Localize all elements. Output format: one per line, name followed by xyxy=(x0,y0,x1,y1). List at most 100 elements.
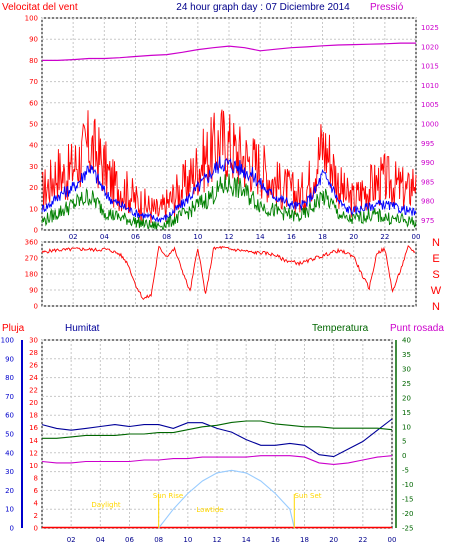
bottom-x-tick-label: 18 xyxy=(300,536,309,544)
wind-tick-label: 0 xyxy=(34,227,38,235)
wind-left-ticks: 0 10 20 30 40 50 60 70 80 90 100 xyxy=(25,15,38,235)
bottom-x-tick-label: 12 xyxy=(213,536,222,544)
wind-x-tick-label: 22 xyxy=(380,233,389,241)
pressure-tick-label: 980 xyxy=(421,198,434,206)
sun-annotation: Sun Set xyxy=(294,492,321,500)
wind-x-tick-label: 08 xyxy=(162,233,171,241)
temperature-tick-label: -20 xyxy=(402,510,413,518)
pressure-tick-label: 975 xyxy=(421,217,434,225)
humidity-tick-label: 20 xyxy=(5,487,14,495)
wind-x-tick-label: 18 xyxy=(318,233,327,241)
wind-tick-label: 20 xyxy=(29,184,38,192)
direction-tick-label: 270 xyxy=(25,255,38,263)
rain-tick-label: 12 xyxy=(29,449,38,457)
bottom-x-tick-label: 00 xyxy=(388,536,397,544)
temperature-tick-label: 40 xyxy=(402,337,411,345)
rain-tick-label: 8 xyxy=(34,474,38,482)
pressure-tick-label: 995 xyxy=(421,140,434,148)
wind-tick-label: 70 xyxy=(29,78,38,86)
wind-tick-label: 10 xyxy=(29,205,38,213)
temperature-tick-label: 5 xyxy=(402,438,406,446)
humidity-tick-label: 90 xyxy=(5,355,14,363)
wind-series xyxy=(41,42,417,231)
humidity-tick-label: 70 xyxy=(5,393,14,401)
wind-x-tick-label: 04 xyxy=(100,233,109,241)
rain-tick-label: 28 xyxy=(29,349,38,357)
bottom-x-tick-label: 14 xyxy=(242,536,251,544)
rain-tick-label: 24 xyxy=(29,374,38,382)
compass-label: N xyxy=(432,237,440,249)
series-line-0 xyxy=(41,109,417,223)
sun-annotation: Sun Rise xyxy=(153,492,183,500)
rain-tick-label: 16 xyxy=(29,424,38,432)
bottom-x-tick-label: 22 xyxy=(358,536,367,544)
series-line-1 xyxy=(41,156,417,223)
direction-tick-label: 180 xyxy=(25,271,38,279)
wind-axis-title: Velocitat del vent xyxy=(2,2,78,13)
bottom-x-ticks: 02 04 06 08 10 12 14 16 18 20 22 00 xyxy=(67,536,397,544)
direction-series xyxy=(41,244,416,300)
bottom-grid xyxy=(21,339,397,529)
wind-x-tick-label: 16 xyxy=(287,233,296,241)
rain-tick-label: 2 xyxy=(34,512,38,520)
wind-tick-label: 60 xyxy=(29,99,38,107)
sun-annotation: Lowtide xyxy=(196,506,223,514)
bottom-series xyxy=(41,418,393,529)
temperature-ticks: 40 35 30 25 20 15 10 5 0 -5 -10 -15 -20 -25 xyxy=(402,337,413,533)
wind-tick-label: 100 xyxy=(25,15,38,23)
rain-tick-label: 10 xyxy=(29,462,38,470)
humidity-tick-label: 60 xyxy=(5,412,14,420)
rain-tick-label: 14 xyxy=(29,437,38,445)
rain-tick-label: 22 xyxy=(29,387,38,395)
temperature-tick-label: 10 xyxy=(402,423,411,431)
wind-x-tick-label: 12 xyxy=(225,233,234,241)
rain-tick-label: 6 xyxy=(34,487,39,495)
temperature-tick-label: -25 xyxy=(402,525,413,533)
bottom-x-tick-label: 20 xyxy=(329,536,338,544)
humidity-tick-label: 10 xyxy=(5,506,14,514)
pressure-tick-label: 1005 xyxy=(421,101,439,109)
compass-label: W xyxy=(431,285,442,297)
direction-tick-label: 360 xyxy=(25,239,38,247)
bottom-x-tick-label: 16 xyxy=(271,536,280,544)
wind-x-tick-label: 06 xyxy=(131,233,140,241)
humidity-tick-label: 80 xyxy=(5,374,14,382)
wind-tick-label: 90 xyxy=(29,36,38,44)
rain-tick-label: 30 xyxy=(29,337,38,345)
temperature-tick-label: 15 xyxy=(402,409,411,417)
series-line-3 xyxy=(42,42,416,62)
bottom-x-tick-label: 02 xyxy=(67,536,76,544)
humidity-tick-label: 30 xyxy=(5,468,14,476)
temperature-axis-title: Temperatura xyxy=(312,323,369,334)
wind-x-tick-label: 14 xyxy=(256,233,265,241)
pressure-tick-label: 985 xyxy=(421,178,434,186)
rain-tick-label: 4 xyxy=(34,499,39,507)
wind-x-tick-label: 02 xyxy=(69,233,78,241)
temperature-tick-label: -10 xyxy=(402,481,413,489)
temperature-tick-label: -5 xyxy=(402,467,409,475)
pressure-tick-label: 1015 xyxy=(421,63,439,71)
pressure-tick-label: 1000 xyxy=(421,121,439,129)
direction-ticks: 0 90 180 270 360 xyxy=(25,239,38,311)
pressure-axis-title: Pressió xyxy=(370,2,404,13)
bottom-series-line-1 xyxy=(42,420,393,439)
humidity-tick-label: 40 xyxy=(5,449,14,457)
humidity-tick-label: 100 xyxy=(1,337,14,345)
direction-tick-label: 90 xyxy=(29,287,38,295)
sun-annotations: Sun Rise Sun Set Daylight Lowtide xyxy=(91,492,322,528)
direction-grid xyxy=(41,241,417,307)
chart-title: 24 hour graph day : 07 Diciembre 2014 xyxy=(176,2,350,13)
compass-label: N xyxy=(432,301,440,313)
temperature-tick-label: 35 xyxy=(402,351,411,359)
pressure-tick-label: 1025 xyxy=(421,24,439,32)
direction-line xyxy=(41,244,416,300)
temperature-tick-label: -15 xyxy=(402,496,413,504)
humidity-ticks: 0 10 20 30 40 50 60 70 80 90 100 xyxy=(1,337,14,533)
rain-axis-title: Pluja xyxy=(2,323,25,334)
rain-tick-label: 26 xyxy=(29,362,38,370)
pressure-tick-label: 990 xyxy=(421,159,434,167)
temperature-tick-label: 25 xyxy=(402,380,411,388)
rain-tick-label: 0 xyxy=(34,525,38,533)
temperature-tick-label: 20 xyxy=(402,394,411,402)
